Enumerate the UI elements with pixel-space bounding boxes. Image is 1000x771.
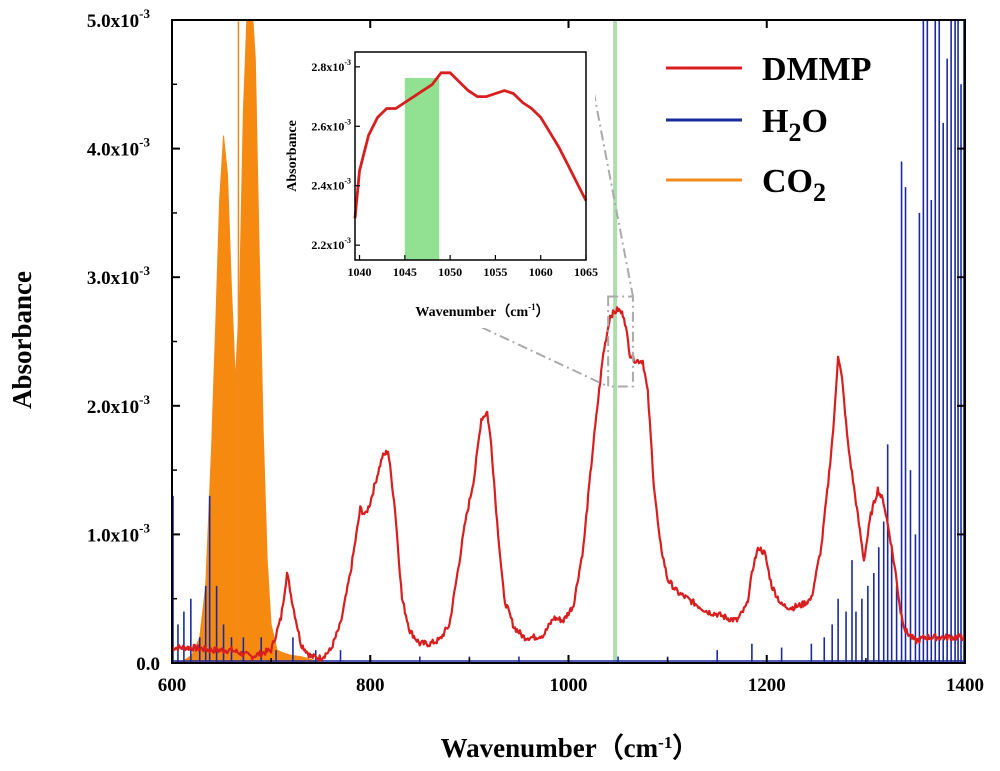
inset-series-line xyxy=(353,71,588,219)
y-tick-label: 5.0x10-3 xyxy=(87,6,151,32)
y-tick-label: 4.0x10-3 xyxy=(87,135,151,161)
y-tick-label: 2.0x10-3 xyxy=(87,392,151,418)
inset-background xyxy=(285,38,595,328)
inset-x-tick-label: 1055 xyxy=(483,265,507,279)
inset-y-tick-label: 2.6x10-3 xyxy=(311,117,351,133)
zoom-box xyxy=(607,295,634,388)
x-tick-label: 600 xyxy=(158,675,187,696)
inset-y-axis-title: Absorbance xyxy=(285,120,300,192)
x-tick-label: 1400 xyxy=(946,675,984,696)
inset-x-tick-label: 1040 xyxy=(348,265,372,279)
inset-y-tick-label: 2.2x10-3 xyxy=(311,236,351,252)
inset-x-axis-title: Wavenumber（cm-1） xyxy=(415,302,549,320)
inset-x-tick-label: 1065 xyxy=(574,265,598,279)
inset-x-tick-label: 1050 xyxy=(438,265,462,279)
inset-frame xyxy=(354,51,587,261)
x-tick-label: 1000 xyxy=(550,675,588,696)
x-tick-label: 800 xyxy=(356,675,385,696)
y-tick-label: 1.0x10-3 xyxy=(87,520,151,546)
legend-label: DMMP xyxy=(762,51,872,88)
inset-highlight-band xyxy=(404,78,440,260)
inset-y-tick-label: 2.4x10-3 xyxy=(311,177,351,193)
y-tick-label: 3.0x10-3 xyxy=(87,263,151,289)
y-axis-title: Absorbance xyxy=(7,271,37,409)
series-h2o xyxy=(172,20,965,663)
y-tick-label: 0.0 xyxy=(136,654,160,675)
series-co2-area xyxy=(172,20,965,663)
legend-label: CO2 xyxy=(762,163,826,207)
legend-label: H2O xyxy=(762,103,828,147)
inset-x-tick-label: 1060 xyxy=(529,265,553,279)
inset-x-tick-label: 1045 xyxy=(393,265,417,279)
highlight-band xyxy=(613,20,618,663)
x-axis-title: Wavenumber（cm-1） xyxy=(441,733,700,764)
series-dmmp-line xyxy=(172,306,965,662)
x-tick-label: 1200 xyxy=(748,675,786,696)
inset-y-tick-label: 2.8x10-3 xyxy=(311,58,351,74)
